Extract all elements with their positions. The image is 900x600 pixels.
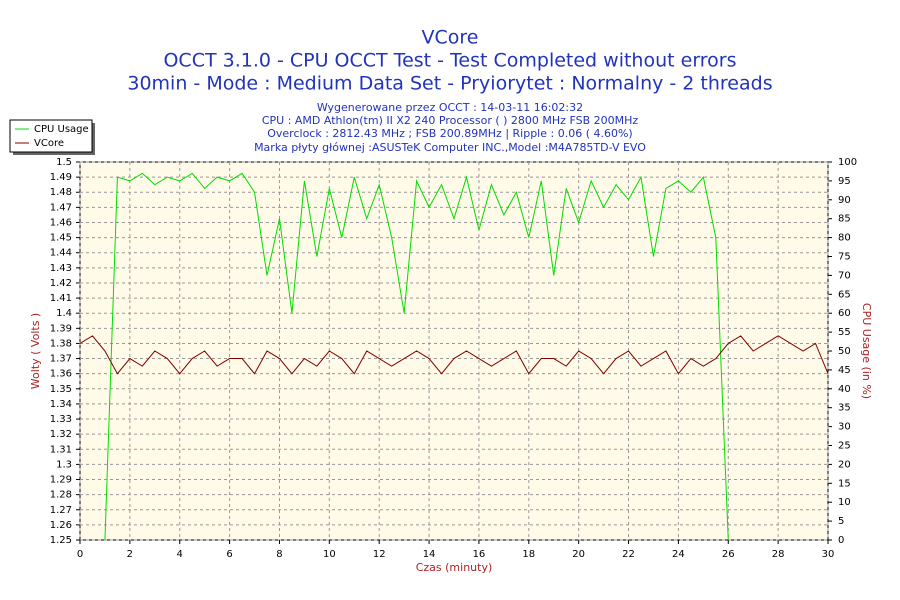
y-tick-label: 1.29 (50, 475, 72, 486)
y2-tick-label: 50 (838, 346, 851, 357)
y2-axis-label: CPU Usage (in %) (860, 303, 873, 399)
info: Wygenerowane przez OCCT : 14-03-11 16:02… (317, 101, 583, 114)
x-tick-label: 14 (423, 549, 436, 560)
y2-tick-label: 95 (838, 176, 851, 187)
y2-tick-label: 20 (838, 459, 851, 470)
y-tick-label: 1.25 (50, 535, 72, 546)
y2-tick-label: 85 (838, 214, 851, 225)
y-tick-label: 1.44 (50, 248, 72, 259)
legend (9, 119, 93, 153)
y-tick-label: 1.48 (50, 187, 72, 198)
y2-tick-label: 90 (838, 195, 851, 206)
y2-tick-label: 35 (838, 403, 851, 414)
y-tick-label: 1.47 (50, 202, 72, 213)
x-tick-label: 22 (622, 549, 635, 560)
y2-tick-label: 75 (838, 252, 851, 263)
x-tick-label: 26 (722, 549, 735, 560)
subtitle: OCCT 3.1.0 - CPU OCCT Test - Test Comple… (163, 50, 736, 72)
y-tick-label: 1.45 (50, 233, 72, 244)
y-tick-label: 1.42 (50, 278, 72, 289)
y-tick-label: 1.3 (56, 459, 72, 470)
y2-tick-label: 80 (838, 233, 851, 244)
y-tick-label: 1.36 (50, 369, 72, 380)
y-tick-label: 1.46 (50, 217, 72, 228)
y2-tick-label: 10 (838, 497, 851, 508)
legend-label: CPU Usage (34, 124, 89, 135)
x-tick-label: 30 (822, 549, 835, 560)
x-tick-label: 20 (572, 549, 585, 560)
y-tick-label: 1.27 (50, 505, 72, 516)
y-tick-label: 1.26 (50, 520, 72, 531)
x-tick-label: 28 (772, 549, 785, 560)
y-axis-label: Wolty ( Volts ) (29, 313, 42, 389)
y2-tick-label: 100 (838, 157, 857, 168)
y-tick-label: 1.43 (50, 263, 72, 274)
x-tick-label: 10 (323, 549, 336, 560)
x-axis-label: Czas (minuty) (416, 561, 493, 574)
x-tick-label: 8 (276, 549, 282, 560)
x-tick-label: 4 (177, 549, 183, 560)
x-tick-label: 16 (473, 549, 486, 560)
y-tick-label: 1.28 (50, 490, 72, 501)
y-tick-label: 1.33 (50, 414, 72, 425)
x-tick-label: 2 (127, 549, 133, 560)
y-tick-label: 1.5 (56, 157, 72, 168)
x-tick-label: 24 (672, 549, 685, 560)
y2-tick-label: 60 (838, 308, 851, 319)
y2-tick-label: 0 (838, 535, 844, 546)
info: CPU : AMD Athlon(tm) II X2 240 Processor… (262, 114, 639, 127)
x-tick-label: 12 (373, 549, 386, 560)
y2-tick-label: 5 (838, 516, 844, 527)
y2-tick-label: 55 (838, 327, 851, 338)
info: Overclock : 2812.43 MHz ; FSB 200.89MHz … (267, 127, 632, 140)
y-tick-label: 1.31 (50, 444, 72, 455)
y-tick-label: 1.32 (50, 429, 72, 440)
y2-tick-label: 40 (838, 384, 851, 395)
info: Marka płyty głównej :ASUSTeK Computer IN… (254, 141, 646, 154)
series-line (104, 172, 729, 541)
y-tick-label: 1.4 (56, 308, 72, 319)
y-tick-label: 1.38 (50, 338, 72, 349)
y-tick-label: 1.34 (50, 399, 72, 410)
x-tick-label: 6 (226, 549, 232, 560)
y2-tick-label: 15 (838, 478, 851, 489)
y-tick-label: 1.41 (50, 293, 72, 304)
y-tick-label: 1.49 (50, 172, 72, 183)
series-line (79, 335, 829, 375)
y-tick-label: 1.37 (50, 354, 72, 365)
chart-title: VCore (422, 27, 479, 49)
y2-tick-label: 65 (838, 289, 851, 300)
x-tick-label: 18 (522, 549, 535, 560)
y2-tick-label: 45 (838, 365, 851, 376)
subtitle: 30min - Mode : Medium Data Set - Pryiory… (127, 73, 772, 95)
y2-tick-label: 25 (838, 441, 851, 452)
y2-tick-label: 30 (838, 422, 851, 433)
legend-label: VCore (34, 138, 64, 149)
y2-tick-label: 70 (838, 270, 851, 281)
y-tick-label: 1.35 (50, 384, 72, 395)
x-tick-label: 0 (77, 549, 83, 560)
y-tick-label: 1.39 (50, 323, 72, 334)
